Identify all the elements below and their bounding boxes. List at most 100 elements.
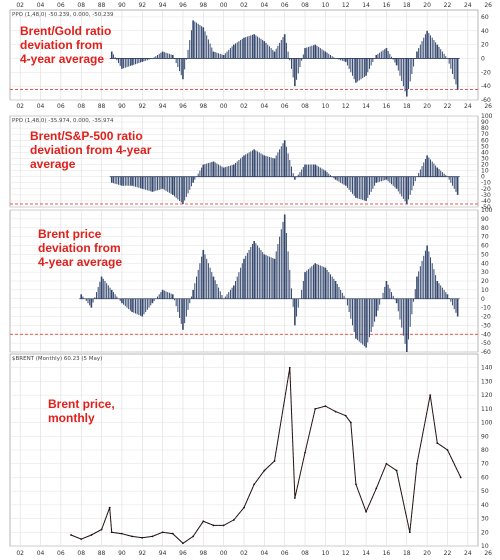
x-tick-label: 04: [37, 103, 45, 110]
x-tick-label: 98: [199, 550, 207, 557]
data-point: [436, 442, 439, 445]
x-tick-label: 10: [322, 103, 330, 110]
x-tick-label: 22: [444, 2, 452, 9]
x-tick-label: 02: [16, 103, 24, 110]
x-tick-label: 02: [16, 550, 24, 557]
data-point: [429, 394, 432, 397]
x-tick-label: 04: [261, 103, 269, 110]
x-tick-label: 14: [362, 103, 370, 110]
x-tick-label: 20: [423, 550, 431, 557]
chart-annotation: Brent/S&P-500 ratio: [30, 129, 143, 143]
y-tick-label: 10: [481, 168, 489, 175]
x-tick-label: 12: [342, 550, 350, 557]
data-point: [100, 528, 103, 531]
x-tick-label: 14: [362, 2, 370, 9]
x-tick-label: 04: [37, 2, 45, 9]
y-tick-label: 90: [481, 119, 489, 126]
x-tick-label: 96: [179, 550, 187, 557]
x-tick-label: 94: [159, 103, 167, 110]
y-tick-label: 0: [481, 174, 485, 181]
x-tick-label: 22: [444, 550, 452, 557]
x-tick-label: 08: [77, 2, 85, 9]
data-point: [293, 497, 296, 499]
y-tick-label: -50: [481, 340, 491, 347]
data-point: [344, 414, 347, 417]
data-point: [171, 532, 174, 535]
x-tick-label: 02: [240, 2, 248, 9]
y-tick-label: 80: [481, 447, 489, 454]
x-tick-label: 20: [423, 103, 431, 110]
panel-1: 60 40 20 0 -20 -40 -60 PPO (1,48,0) -50.239, 0.…: [9, 2, 492, 110]
y-tick-label: 140: [481, 365, 493, 372]
y-tick-label: -10: [481, 180, 491, 187]
chart-annotation: deviation from 4-year: [30, 143, 152, 157]
y-tick-label: 130: [481, 378, 493, 385]
data-point: [375, 487, 378, 490]
chart-annotation: 4-year average: [20, 52, 104, 66]
y-tick-label: 40: [481, 260, 489, 267]
data-point: [161, 531, 164, 534]
x-tick-label: 26: [484, 2, 492, 9]
data-point: [416, 462, 418, 465]
panel-header: PPO (1,48,0) -50.239, 0.000, -50.239: [12, 12, 114, 18]
y-tick-label: 100: [481, 113, 493, 120]
data-point: [395, 469, 398, 472]
x-tick-label: 92: [138, 2, 146, 9]
chart-annotation: 4-year average: [38, 255, 122, 269]
x-tick-label: 00: [220, 2, 228, 9]
data-point: [253, 483, 256, 486]
x-tick-label: 26: [484, 550, 492, 557]
y-tick-label: 50: [481, 251, 489, 258]
y-tick-label: -40: [481, 198, 491, 205]
x-tick-label: 08: [301, 550, 309, 557]
x-tick-label: 06: [57, 550, 65, 557]
y-tick-label: 0: [481, 55, 485, 62]
x-tick-label: 16: [383, 2, 391, 9]
x-tick-label: 24: [464, 2, 472, 9]
x-tick-label: 94: [159, 2, 167, 9]
x-tick-label: 00: [220, 103, 228, 110]
x-tick-label: 06: [57, 103, 65, 110]
x-tick-label: 92: [138, 103, 146, 110]
panel-header: $BRENT (Monthly) 60.23 (5 May): [12, 356, 102, 362]
data-point: [141, 536, 144, 539]
x-tick-label: 90: [118, 2, 126, 9]
data-point: [288, 366, 291, 369]
data-point: [355, 483, 357, 486]
chart-annotation: Brent price,: [48, 397, 115, 411]
y-tick-label: -20: [481, 314, 491, 321]
chart-annotation: Brent price: [38, 227, 102, 241]
x-tick-label: 12: [342, 2, 350, 9]
x-tick-label: 06: [281, 2, 289, 9]
data-point: [182, 542, 184, 545]
chart-annotation: deviation from: [20, 38, 103, 52]
x-tick-label: 88: [98, 2, 106, 9]
y-tick-label: -60: [481, 97, 491, 104]
y-tick-label: 30: [481, 155, 489, 162]
data-point: [304, 451, 306, 454]
y-tick-label: 70: [481, 234, 489, 241]
x-tick-label: 10: [322, 550, 330, 557]
y-tick-label: 80: [481, 125, 489, 132]
data-point: [108, 506, 111, 509]
y-tick-label: -40: [481, 331, 491, 338]
x-tick-label: 14: [362, 550, 370, 557]
y-tick-label: 110: [481, 406, 493, 413]
chart-annotation: deviation from: [38, 241, 121, 255]
y-tick-label: 60: [481, 243, 489, 250]
x-tick-label: 94: [159, 550, 167, 557]
y-tick-label: 30: [481, 516, 489, 523]
y-tick-label: -60: [481, 349, 491, 356]
x-tick-label: 26: [484, 103, 492, 110]
y-tick-label: -40: [481, 83, 491, 90]
x-tick-label: 24: [464, 103, 472, 110]
x-tick-label: 06: [57, 2, 65, 9]
x-tick-label: 08: [77, 550, 85, 557]
data-point: [273, 460, 276, 462]
data-point: [243, 506, 245, 509]
y-tick-label: 20: [481, 278, 489, 285]
x-tick-label: 96: [179, 2, 187, 9]
x-tick-label: 16: [383, 103, 391, 110]
y-tick-label: 30: [481, 269, 489, 276]
